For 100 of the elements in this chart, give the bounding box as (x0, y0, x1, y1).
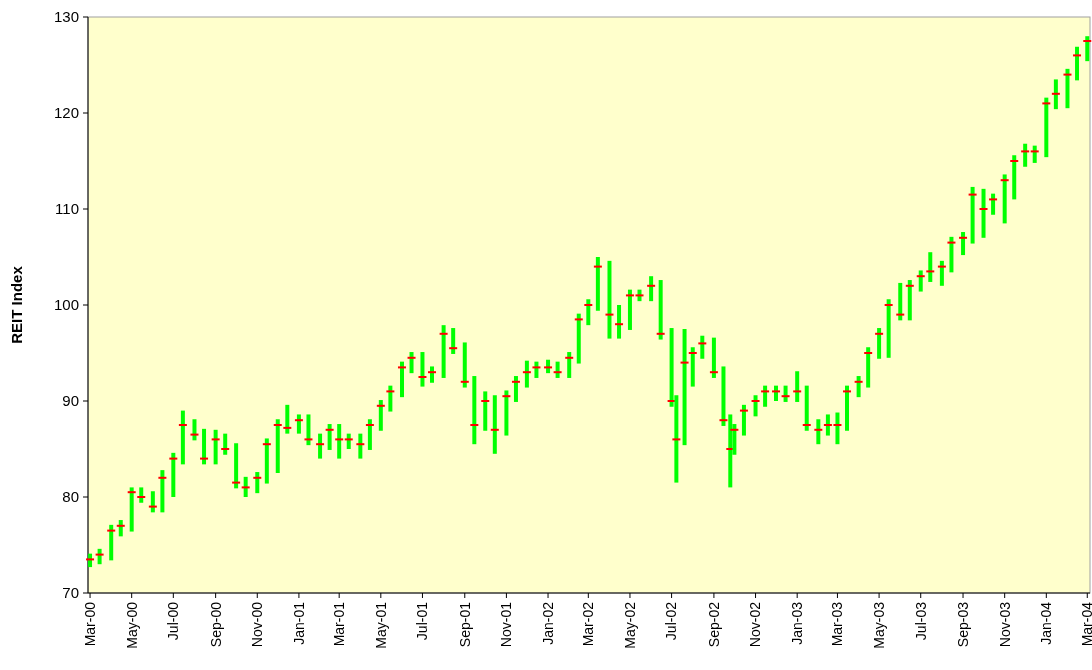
x-tick-label: Sep-00 (207, 601, 224, 648)
x-tick-label: Nov-01 (498, 601, 515, 648)
x-tick-label: May-00 (123, 601, 140, 649)
candlestick (127, 487, 136, 532)
candlestick (470, 376, 479, 445)
candlestick (875, 328, 884, 359)
candlestick (739, 404, 748, 436)
candlestick (593, 257, 602, 311)
candlestick (761, 385, 770, 407)
x-tick-label: Jul-01 (414, 601, 431, 641)
candlestick (843, 385, 852, 431)
y-tick-label: 120 (53, 104, 79, 122)
x-tick-label: Sep-03 (954, 601, 971, 648)
y-tick-label: 130 (53, 8, 79, 26)
candlestick (418, 352, 427, 387)
candlestick (481, 391, 490, 431)
x-tick-label: May-03 (870, 601, 887, 649)
candlestick (1010, 155, 1019, 200)
x-tick-label: Mar-03 (829, 601, 846, 647)
candlestick (511, 376, 520, 402)
candlestick (926, 252, 935, 282)
y-axis-title: REIT Index (8, 265, 25, 344)
candlestick (615, 305, 624, 339)
candlestick (232, 443, 241, 489)
candlestick (522, 360, 531, 388)
candlestick (200, 428, 209, 465)
candlestick (169, 452, 178, 497)
candlestick (1051, 79, 1060, 110)
candlestick (625, 289, 634, 330)
candlestick (304, 414, 313, 446)
candlestick (896, 282, 905, 321)
candlestick (365, 419, 374, 450)
x-tick-label: Mar-00 (81, 601, 98, 647)
x-tick-label: Nov-00 (249, 601, 266, 648)
candlestick (137, 487, 146, 503)
candlestick (584, 299, 593, 326)
candlestick (190, 419, 199, 441)
candlestick (709, 337, 718, 378)
candlestick (989, 193, 998, 215)
candlestick (253, 472, 262, 494)
candlestick (294, 414, 303, 434)
candlestick (490, 395, 499, 454)
candlestick (680, 329, 689, 446)
x-tick-label: Jan-02 (539, 601, 556, 645)
candlestick (647, 276, 656, 302)
x-tick-label: Mar-04 (1079, 601, 1092, 647)
candlestick (854, 376, 863, 398)
x-tick-label: Sep-02 (705, 601, 722, 648)
y-tick-label: 90 (62, 392, 79, 410)
candlestick (356, 433, 365, 459)
candlestick (916, 270, 925, 292)
x-tick-label: Nov-02 (747, 601, 764, 648)
candlestick (905, 280, 914, 321)
candlestick (751, 395, 760, 417)
candlestick (1063, 68, 1072, 109)
x-tick-label: Mar-01 (331, 601, 348, 647)
candlestick (283, 404, 292, 434)
candlestick (335, 424, 344, 459)
candlestick (802, 385, 811, 431)
x-tick-label: May-02 (621, 601, 638, 649)
candlestick (325, 424, 334, 450)
candlestick (688, 347, 697, 387)
candlestick (605, 260, 614, 339)
candlestick (386, 385, 395, 412)
x-tick-label: Jul-02 (663, 601, 680, 641)
x-tick-label: Jul-00 (165, 601, 182, 641)
candlestick (1083, 36, 1092, 62)
x-tick-label: Nov-03 (996, 601, 1013, 648)
candlestick (148, 491, 157, 513)
candlestick (884, 299, 893, 358)
candlestick (407, 352, 416, 374)
candlestick (698, 335, 707, 359)
candlestick (273, 419, 282, 473)
y-tick-label: 70 (62, 584, 79, 602)
candlestick (793, 371, 802, 402)
y-tick-label: 80 (62, 488, 79, 506)
candlestick (656, 280, 665, 340)
x-tick-label: Jan-03 (789, 601, 806, 645)
candlestick (449, 328, 458, 354)
x-tick-label: Jan-04 (1038, 601, 1055, 645)
candlestick (158, 470, 167, 513)
x-tick-label: Jul-03 (912, 601, 929, 641)
candlestick (959, 232, 968, 256)
candlestick (1021, 143, 1030, 167)
candlestick (502, 390, 511, 436)
candlestick (968, 186, 977, 244)
candlestick (439, 325, 448, 378)
candlestick (1000, 174, 1009, 224)
candlestick (211, 429, 220, 465)
candlestick (979, 188, 988, 238)
candlestick (574, 313, 583, 364)
x-tick-label: Mar-02 (580, 601, 597, 647)
candlestick (107, 524, 116, 561)
x-tick-label: May-01 (372, 601, 389, 649)
candlestick (947, 236, 956, 273)
candlestick (397, 361, 406, 398)
y-tick-label: 110 (55, 200, 79, 218)
candlestick (221, 433, 230, 455)
candlestick (1073, 46, 1082, 81)
candlestick (316, 433, 325, 459)
